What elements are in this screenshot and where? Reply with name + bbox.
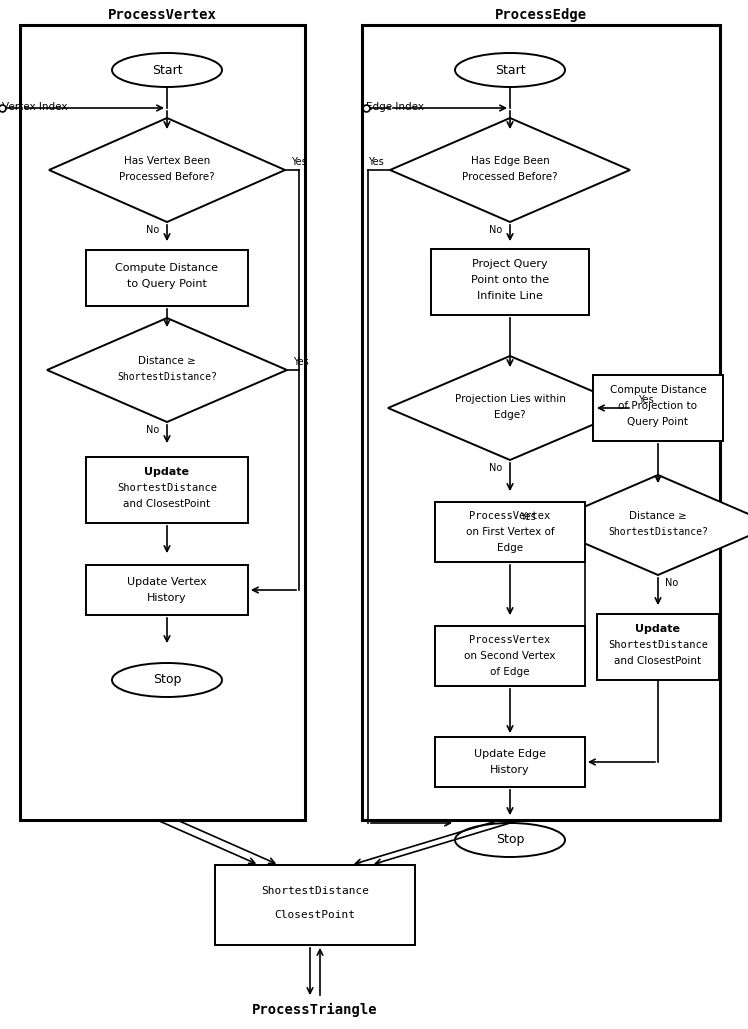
Text: History: History: [490, 765, 530, 775]
Text: to Query Point: to Query Point: [127, 279, 207, 289]
Text: Update: Update: [144, 467, 189, 477]
Text: Yes: Yes: [293, 357, 309, 367]
Text: Yes: Yes: [368, 157, 384, 167]
Text: Stop: Stop: [496, 833, 524, 847]
Text: Start: Start: [494, 64, 525, 76]
Text: Yes: Yes: [291, 157, 307, 167]
Text: Has Vertex Been: Has Vertex Been: [124, 156, 210, 166]
Text: Point onto the: Point onto the: [471, 275, 549, 285]
Bar: [435, 502, 585, 562]
Text: ProcessVertex: ProcessVertex: [470, 635, 551, 645]
Text: Vertex Index: Vertex Index: [2, 102, 67, 112]
Text: of Edge: of Edge: [490, 667, 530, 677]
Ellipse shape: [455, 54, 565, 87]
Text: Query Point: Query Point: [628, 417, 688, 427]
Text: ProcessEdge: ProcessEdge: [495, 8, 587, 22]
Text: No: No: [489, 225, 503, 235]
Bar: [435, 626, 585, 686]
Bar: [597, 614, 719, 680]
Text: Distance ≥: Distance ≥: [138, 356, 196, 366]
Text: Edge?: Edge?: [494, 410, 526, 420]
Text: ShortestDistance?: ShortestDistance?: [608, 527, 708, 537]
Text: of Projection to: of Projection to: [619, 401, 697, 411]
Bar: [593, 375, 723, 441]
Ellipse shape: [455, 823, 565, 857]
Text: ShortestDistance?: ShortestDistance?: [117, 372, 217, 382]
Ellipse shape: [112, 54, 222, 87]
Polygon shape: [49, 118, 285, 222]
Text: Yes: Yes: [638, 395, 654, 405]
Text: History: History: [147, 593, 187, 603]
Text: No: No: [147, 225, 159, 235]
Text: Has Edge Been: Has Edge Been: [470, 156, 549, 166]
Text: on Second Vertex: on Second Vertex: [465, 651, 556, 661]
Bar: [86, 457, 248, 523]
Text: Compute Distance: Compute Distance: [610, 385, 706, 395]
Bar: [431, 249, 589, 315]
Text: Processed Before?: Processed Before?: [462, 172, 558, 182]
Ellipse shape: [112, 663, 222, 697]
Bar: [435, 737, 585, 787]
Text: and ClosestPoint: and ClosestPoint: [614, 657, 702, 666]
Polygon shape: [390, 118, 630, 222]
Text: Compute Distance: Compute Distance: [115, 263, 218, 273]
Text: Yes: Yes: [521, 512, 536, 522]
Text: ShortestDistance: ShortestDistance: [117, 483, 217, 493]
Text: Infinite Line: Infinite Line: [477, 291, 543, 301]
Bar: [86, 250, 248, 306]
Text: Update: Update: [636, 624, 681, 634]
Text: Project Query: Project Query: [472, 259, 548, 269]
Text: ShortestDistance: ShortestDistance: [261, 886, 369, 896]
Polygon shape: [47, 318, 287, 422]
Text: Processed Before?: Processed Before?: [119, 172, 215, 182]
Polygon shape: [542, 475, 748, 575]
Bar: [86, 565, 248, 615]
Text: Distance ≥: Distance ≥: [629, 511, 687, 521]
Text: Stop: Stop: [153, 674, 181, 686]
Polygon shape: [388, 356, 632, 460]
Text: Projection Lies within: Projection Lies within: [455, 394, 565, 404]
Text: Edge Index: Edge Index: [366, 102, 424, 112]
Text: Start: Start: [152, 64, 183, 76]
Text: ProcessTriangle: ProcessTriangle: [252, 1003, 378, 1017]
Text: ClosestPoint: ClosestPoint: [275, 910, 355, 920]
Bar: [215, 865, 415, 945]
Text: No: No: [147, 425, 159, 435]
Text: on First Vertex of: on First Vertex of: [466, 527, 554, 537]
Text: and ClosestPoint: and ClosestPoint: [123, 499, 211, 509]
Text: Update Edge: Update Edge: [474, 749, 546, 759]
Text: Edge: Edge: [497, 543, 523, 553]
Text: No: No: [666, 578, 678, 588]
Bar: [20, 25, 305, 820]
Text: ProcessVertex: ProcessVertex: [108, 8, 217, 22]
Text: No: No: [489, 463, 503, 473]
Text: ProcessVertex: ProcessVertex: [470, 511, 551, 521]
Bar: [362, 25, 720, 820]
Text: ShortestDistance: ShortestDistance: [608, 640, 708, 650]
Text: Update Vertex: Update Vertex: [127, 577, 207, 587]
